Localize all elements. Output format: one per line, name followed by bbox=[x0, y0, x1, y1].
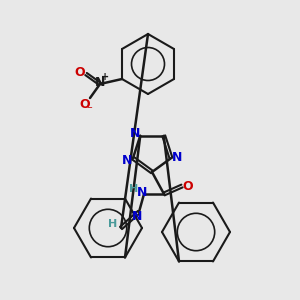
Text: N: N bbox=[95, 76, 105, 88]
Text: N: N bbox=[130, 127, 140, 140]
Text: +: + bbox=[101, 72, 109, 82]
Text: N: N bbox=[132, 211, 142, 224]
Text: H: H bbox=[108, 219, 118, 229]
Text: N: N bbox=[122, 154, 132, 167]
Text: ⁻: ⁻ bbox=[86, 105, 92, 115]
Text: O: O bbox=[183, 179, 193, 193]
Text: O: O bbox=[75, 65, 85, 79]
Text: N: N bbox=[137, 187, 147, 200]
Text: H: H bbox=[129, 184, 139, 194]
Text: O: O bbox=[80, 98, 90, 110]
Text: N: N bbox=[172, 151, 182, 164]
